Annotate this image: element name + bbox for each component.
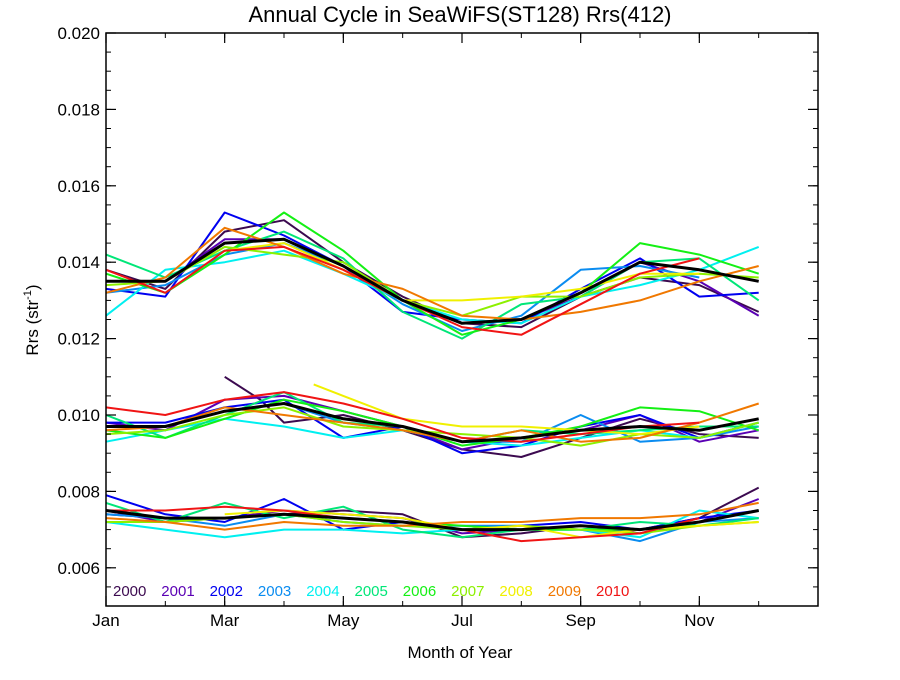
legend-item-2008: 2008 <box>499 583 532 600</box>
y-axis-label: Rrs (str-1) <box>22 284 42 355</box>
y-tick-label: 0.016 <box>57 177 100 196</box>
y-tick-label: 0.020 <box>57 24 100 43</box>
y-tick-label: 0.018 <box>57 100 100 119</box>
legend-item-2004: 2004 <box>306 583 339 600</box>
series-line-2009-0 <box>105 226 759 321</box>
y-tick-label: 0.008 <box>57 482 100 501</box>
series-2009 <box>105 226 760 531</box>
x-tick-label: Sep <box>566 611 596 630</box>
legend-item-2000: 2000 <box>113 583 146 600</box>
legend-item-2002: 2002 <box>210 583 243 600</box>
y-tick-label: 0.014 <box>57 253 100 272</box>
y-axis-label-close: ) <box>23 284 42 290</box>
series-line-mean-1 <box>106 402 759 444</box>
legend-item-2009: 2009 <box>548 583 581 600</box>
y-axis-label-superscript: -1 <box>22 290 34 300</box>
chart-title: Annual Cycle in SeaWiFS(ST128) Rrs(412) <box>248 2 671 27</box>
series-line-mean-0 <box>106 237 759 325</box>
series-line-2006-0 <box>105 211 760 336</box>
legend-item-2005: 2005 <box>355 583 388 600</box>
series-line-2009-2 <box>105 501 759 531</box>
x-axis-label: Month of Year <box>408 643 513 662</box>
series-line-2008-2 <box>224 509 759 539</box>
series-line-mean-2 <box>105 509 759 532</box>
series-line-2004-0 <box>105 245 760 325</box>
y-tick-label: 0.012 <box>57 330 100 349</box>
y-axis-label-main: Rrs (str <box>23 300 42 356</box>
legend-item-2006: 2006 <box>403 583 436 600</box>
y-tick-label: 0.010 <box>57 406 100 425</box>
legend-item-2007: 2007 <box>451 583 484 600</box>
x-tick-label: Mar <box>210 611 240 630</box>
x-tick-label: Nov <box>684 611 715 630</box>
series-line-2010-1 <box>105 391 700 443</box>
tick-layer: 0.006 0.008 0.010 0.012 0.014 0.016 0.018 0.020… <box>57 24 819 630</box>
x-tick-label: Jan <box>92 611 119 630</box>
legend-item-2001: 2001 <box>161 583 194 600</box>
y-tick-label: 0.006 <box>57 559 100 578</box>
legend-item-2003: 2003 <box>258 583 291 600</box>
series-2008 <box>224 242 759 539</box>
series-layer <box>105 211 760 543</box>
series-line-2005-0 <box>105 230 760 340</box>
x-tick-label: May <box>327 611 360 630</box>
legend: 2000 2001 2002 2003 2004 2005 2006 2007 2008 2009… <box>113 583 629 600</box>
series-line-2008-1 <box>313 383 700 436</box>
series-mean <box>105 237 759 532</box>
x-tick-label: Jul <box>451 611 473 630</box>
legend-item-2010: 2010 <box>596 583 629 600</box>
series-line-2008-0 <box>224 242 700 302</box>
series-line-2005-2 <box>105 501 759 539</box>
series-line-2009-1 <box>105 402 760 443</box>
series-line-2007-0 <box>105 245 759 317</box>
